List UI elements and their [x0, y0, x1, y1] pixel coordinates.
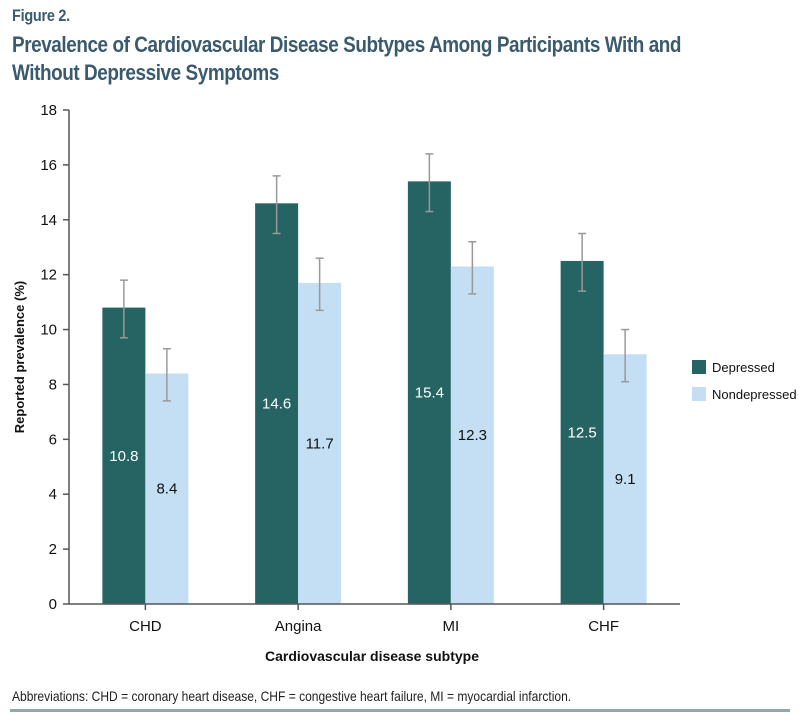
bar-depressed-chf [560, 260, 604, 604]
data-label-depressed-angina: 14.6 [262, 396, 291, 413]
error-bar-depressed-mi [425, 153, 434, 213]
footnote: Abbreviations: CHD = coronary heart dise… [12, 688, 572, 704]
bars-layer [102, 181, 647, 605]
error-bar-depressed-angina [272, 175, 281, 235]
legend-swatch-depressed [692, 360, 706, 374]
bar-nondepressed-angina [298, 282, 342, 604]
y-tick-label: 0 [49, 596, 57, 613]
x-tick-label-mi: MI [443, 618, 460, 635]
y-tick-label: 18 [40, 102, 57, 119]
error-bar-nondepressed-chf [621, 328, 630, 383]
bottom-rule [10, 709, 790, 712]
y-tick-label: 14 [40, 212, 57, 229]
error-bar-depressed-chd [119, 279, 128, 339]
bar-depressed-chd [102, 307, 146, 604]
data-label-nondepressed-chf: 9.1 [615, 471, 636, 488]
x-axis-label: Cardiovascular disease subtype [265, 648, 479, 664]
figure-label: Figure 2. [12, 6, 70, 25]
data-label-nondepressed-angina: 11.7 [306, 435, 334, 452]
x-tick-label-chf: CHF [588, 618, 619, 635]
bar-nondepressed-chf [603, 354, 647, 604]
bar-depressed-mi [407, 181, 451, 604]
data-label-nondepressed-chd: 8.4 [156, 481, 177, 498]
figure-title: Prevalence of Cardiovascular Disease Sub… [12, 32, 682, 85]
y-tick-label: 6 [49, 431, 57, 448]
bar-depressed-angina [255, 203, 299, 605]
y-tick-label: 8 [49, 376, 57, 393]
y-tick-label: 16 [40, 157, 57, 174]
bar-nondepressed-mi [450, 266, 494, 604]
y-ticks: 0 2 4 6 8 10 12 14 16 18 [40, 102, 69, 613]
data-label-depressed-chf: 12.5 [568, 424, 597, 441]
y-tick-label: 4 [49, 486, 57, 503]
y-tick-label: 10 [40, 322, 57, 339]
x-tick-label-angina: Angina [275, 618, 322, 635]
legend-label-nondepressed: Nondepressed [712, 387, 797, 402]
data-label-nondepressed-mi: 12.3 [458, 427, 487, 444]
data-label-depressed-chd: 10.8 [109, 448, 138, 465]
error-bar-nondepressed-chd [162, 348, 171, 402]
y-axis-label: Reported prevalence (%) [12, 281, 27, 433]
legend: Depressed Nondepressed [692, 360, 797, 402]
y-tick-label: 2 [49, 541, 57, 558]
legend-label-depressed: Depressed [712, 360, 775, 375]
error-bar-depressed-chf [578, 232, 587, 292]
x-ticks: CHD Angina MI CHF [129, 604, 619, 635]
legend-swatch-nondepressed [692, 387, 706, 401]
error-bar-nondepressed-mi [468, 240, 477, 295]
bar-nondepressed-chd [145, 373, 189, 604]
data-label-depressed-mi: 15.4 [415, 385, 444, 402]
error-bar-nondepressed-angina [315, 257, 324, 312]
error-bars-layer [119, 153, 630, 402]
x-tick-label-chd: CHD [129, 618, 162, 635]
y-tick-label: 12 [40, 267, 57, 284]
data-labels-layer: 10.8 8.4 14.6 11.7 15.4 12.3 12.5 9.1 [109, 385, 635, 498]
